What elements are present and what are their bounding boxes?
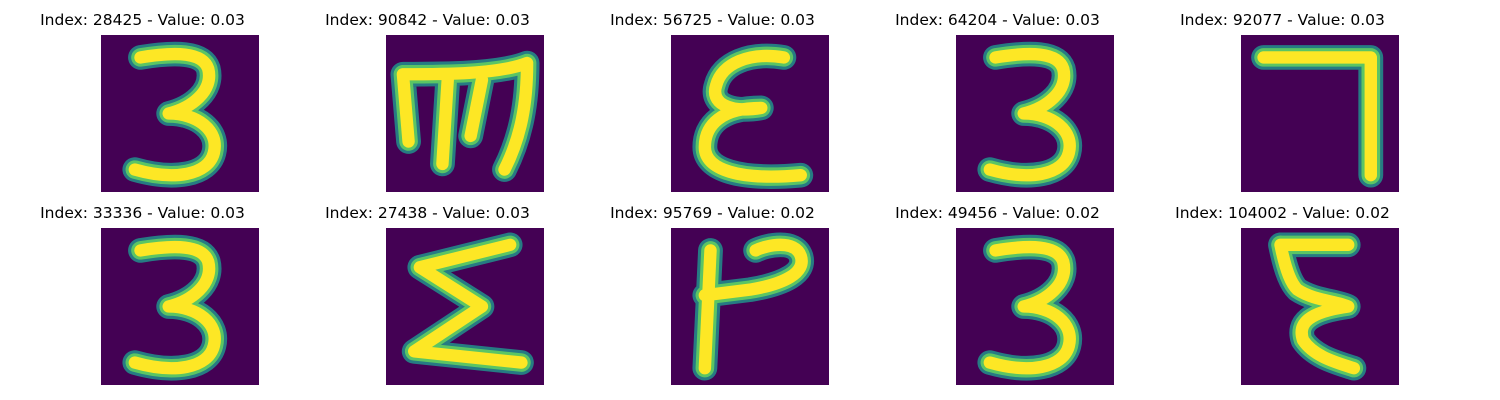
digit-image	[671, 35, 829, 192]
glyph-stroke-core	[1274, 238, 1361, 375]
panel-title: Index: 90842 - Value: 0.03	[325, 11, 530, 29]
panel: Index: 49456 - Value: 0.02	[855, 193, 1140, 385]
panel-title: Index: 56725 - Value: 0.03	[610, 11, 815, 29]
panel-title: Index: 92077 - Value: 0.03	[1180, 11, 1385, 29]
digit-image	[101, 35, 259, 192]
panel: Index: 104002 - Value: 0.02	[1140, 193, 1425, 385]
glyph-stroke-core	[698, 49, 807, 183]
panel-title: Index: 28425 - Value: 0.03	[40, 11, 245, 29]
panel-title: Index: 33336 - Value: 0.03	[40, 204, 245, 222]
glyph-stroke-core	[1257, 51, 1377, 182]
digit-image	[1241, 228, 1399, 385]
panel-title: Index: 64204 - Value: 0.03	[895, 11, 1100, 29]
glyph-stroke-core	[983, 47, 1076, 182]
digit-image	[956, 35, 1114, 192]
glyph-stroke-core	[128, 240, 221, 375]
digit-image	[1241, 35, 1399, 192]
digit-image	[671, 228, 829, 385]
panel: Index: 92077 - Value: 0.03	[1140, 0, 1425, 192]
digit-image	[386, 35, 544, 192]
panel-title: Index: 104002 - Value: 0.02	[1175, 204, 1390, 222]
panel: Index: 95769 - Value: 0.02	[570, 193, 855, 385]
panel: Index: 90842 - Value: 0.03	[285, 0, 570, 192]
panel-title: Index: 95769 - Value: 0.02	[610, 204, 815, 222]
panel: Index: 64204 - Value: 0.03	[855, 0, 1140, 192]
panel: Index: 28425 - Value: 0.03	[0, 0, 285, 192]
panel: Index: 27438 - Value: 0.03	[285, 193, 570, 385]
digit-image	[386, 228, 544, 385]
digit-image	[956, 228, 1114, 385]
panel: Index: 33336 - Value: 0.03	[0, 193, 285, 385]
glyph-stroke-core	[983, 240, 1076, 375]
glyph-stroke-core	[396, 56, 534, 176]
glyph-stroke-core	[698, 238, 808, 375]
digit-image	[101, 228, 259, 385]
panel: Index: 56725 - Value: 0.03	[570, 0, 855, 192]
glyph-stroke-core	[408, 238, 528, 369]
panel-title: Index: 27438 - Value: 0.03	[325, 204, 530, 222]
glyph-stroke-core	[128, 47, 221, 182]
panel-title: Index: 49456 - Value: 0.02	[895, 204, 1100, 222]
